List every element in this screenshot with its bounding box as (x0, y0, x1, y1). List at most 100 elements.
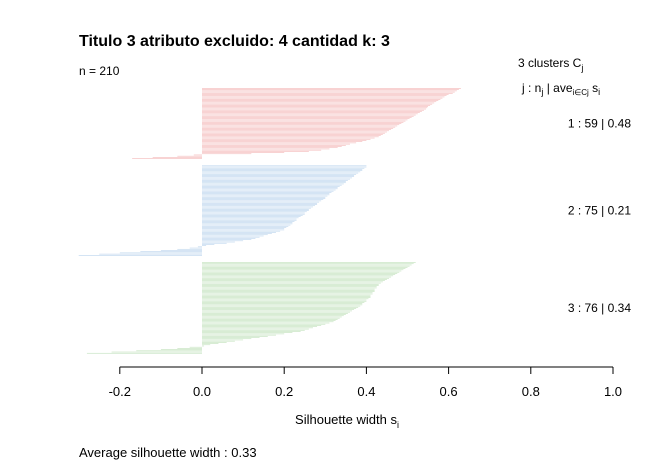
silhouette-bar (202, 200, 322, 202)
silhouette-bar (202, 217, 299, 219)
silhouette-bar (202, 102, 435, 104)
silhouette-bar (202, 331, 301, 332)
silhouette-bar (99, 253, 202, 255)
silhouette-bar (202, 218, 297, 220)
silhouette-bar (202, 92, 453, 94)
x-axis-label: Silhouette width si (295, 412, 399, 430)
silhouette-bar (136, 350, 202, 352)
cluster-label-2: 2 : 75 | 0.21 (568, 204, 631, 218)
silhouette-bar (202, 207, 311, 209)
silhouette-bar (202, 130, 389, 132)
silhouette-bar (202, 183, 344, 185)
silhouette-bar (202, 326, 318, 327)
silhouette-bar (202, 345, 205, 347)
silhouette-bar (202, 334, 276, 336)
silhouette-bar (202, 111, 422, 112)
cluster-label-1: 1 : 59 | 0.48 (568, 117, 631, 131)
silhouette-bar (202, 192, 332, 193)
silhouette-bar (202, 228, 285, 230)
silhouette-bar (202, 302, 365, 303)
silhouette-bar (202, 120, 406, 122)
silhouette-bar (202, 306, 359, 308)
silhouette-bar (202, 315, 344, 317)
silhouette-bar (202, 219, 297, 221)
silhouette-bar (202, 184, 342, 186)
silhouette-bar (202, 125, 398, 127)
silhouette-bar (202, 148, 330, 150)
silhouette-bar (202, 236, 260, 238)
silhouette-bar (202, 177, 353, 179)
silhouette-bar (202, 227, 287, 228)
silhouette-bar (202, 240, 244, 242)
silhouette-bar (202, 97, 443, 99)
silhouette-bar (202, 108, 426, 110)
silhouette-bar (202, 126, 396, 128)
silhouette-bar (202, 106, 429, 107)
silhouette-bar (202, 323, 326, 325)
n-label: n = 210 (79, 64, 120, 78)
silhouette-bar (202, 242, 227, 244)
silhouette-bar (202, 317, 340, 319)
silhouette-bar (202, 274, 396, 275)
silhouette-bar (202, 194, 330, 196)
silhouette-bar (202, 205, 316, 207)
silhouette-bar (202, 117, 412, 118)
silhouette-bar (202, 314, 346, 315)
silhouette-bar (202, 286, 377, 288)
silhouette-bar (189, 247, 202, 249)
silhouette-bar (160, 349, 202, 350)
silhouette-bar (193, 154, 202, 156)
silhouette-bar (202, 131, 387, 133)
silhouette-bar (202, 303, 363, 304)
silhouette-bar (202, 322, 330, 324)
silhouette-bar (202, 115, 414, 117)
silhouette-bar (202, 277, 389, 279)
silhouette-bar (202, 165, 367, 167)
silhouette-bar (202, 294, 371, 296)
silhouette-bar (202, 333, 285, 335)
silhouette-bar (202, 233, 272, 234)
silhouette-bar (202, 212, 305, 214)
cluster-labels: 1 : 59 | 0.48 2 : 75 | 0.21 3 : 76 | 0.34 (568, 117, 631, 315)
silhouette-bar (202, 234, 268, 236)
silhouette-bar (202, 239, 252, 240)
silhouette-bar (202, 105, 431, 106)
silhouette-bar (202, 300, 367, 302)
silhouette-bar (202, 134, 383, 135)
silhouette-bar (202, 166, 367, 168)
silhouette-bar (202, 210, 309, 211)
silhouette-bar (202, 216, 301, 217)
x-tick-label: 0.6 (440, 384, 458, 399)
silhouette-bar (202, 281, 383, 283)
silhouette-bar (202, 309, 355, 310)
silhouette-bar (202, 128, 394, 129)
silhouette-bar (202, 175, 355, 176)
silhouette-bar (202, 293, 373, 295)
silhouette-bar (202, 198, 326, 199)
silhouette-bar (202, 153, 252, 155)
silhouette-bar (202, 229, 285, 231)
silhouette-bar (202, 269, 404, 271)
silhouette-bar (202, 180, 348, 181)
silhouette-bar (202, 182, 346, 184)
silhouette-bar (202, 304, 363, 306)
silhouette-bar (202, 238, 256, 239)
silhouette-bar (202, 313, 348, 314)
x-tick-label: 0.4 (357, 384, 375, 399)
silhouette-bar (202, 91, 455, 93)
silhouette-bar (202, 265, 410, 267)
silhouette-bar (202, 99, 441, 100)
silhouette-bar (202, 273, 398, 274)
silhouette-bar (202, 123, 402, 124)
silhouette-bar (202, 89, 459, 90)
silhouette-bar (202, 170, 363, 171)
silhouette-bar (202, 136, 379, 138)
silhouette-bar (202, 225, 289, 227)
silhouette-bar (202, 109, 424, 111)
silhouette-bar (202, 171, 361, 173)
silhouette-bar (202, 145, 346, 146)
silhouette-bar (202, 100, 439, 101)
silhouette-bar (202, 275, 394, 277)
silhouette-bar (202, 195, 328, 197)
silhouette-bar (202, 206, 313, 208)
